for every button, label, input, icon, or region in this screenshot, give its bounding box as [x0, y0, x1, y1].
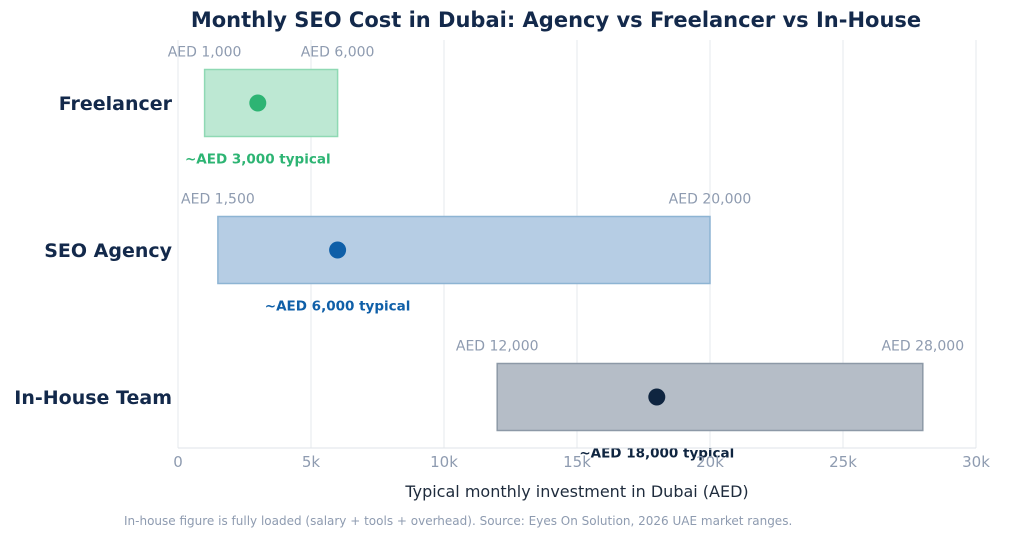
- typical-point: [648, 388, 666, 406]
- x-axis: 0 5k 10k 15k 20k 25k 30k: [173, 447, 990, 471]
- range-min-label: AED 1,500: [181, 192, 255, 208]
- range-max-label: AED 28,000: [881, 339, 964, 355]
- typical-point: [329, 241, 347, 259]
- typical-point: [249, 94, 267, 112]
- range-min-label: AED 1,000: [168, 45, 242, 61]
- range-row: Freelancer AED 1,000 AED 6,000 ~AED 3,000 t…: [59, 45, 375, 168]
- range-max-label: AED 6,000: [301, 45, 375, 61]
- x-tick-label: 10k: [430, 453, 458, 471]
- range-bar: [217, 215, 711, 285]
- category-label: SEO Agency: [44, 240, 172, 262]
- range-bar: [203, 68, 339, 138]
- x-tick-label: 15k: [563, 453, 591, 471]
- category-label: In-House Team: [14, 387, 172, 409]
- footnote: In-house figure is fully loaded (salary …: [124, 514, 792, 528]
- range-bar: [496, 362, 924, 432]
- range-row: In-House Team AED 12,000 AED 28,000 ~AED 18…: [14, 339, 964, 462]
- range-row: SEO Agency AED 1,500 AED 20,000 ~AED 6,000 …: [44, 192, 751, 315]
- typical-label: ~AED 3,000 typical: [185, 152, 331, 168]
- chart-title: Monthly SEO Cost in Dubai: Agency vs Fre…: [191, 8, 921, 32]
- x-tick-label: 25k: [829, 453, 857, 471]
- x-axis-label: Typical monthly investment in Dubai (AED…: [404, 482, 748, 501]
- x-tick-label: 5k: [302, 453, 321, 471]
- category-label: Freelancer: [59, 93, 173, 115]
- x-tick-label: 0: [173, 453, 183, 471]
- bars: Freelancer AED 1,000 AED 6,000 ~AED 3,000 t…: [14, 45, 964, 462]
- range-max-label: AED 20,000: [669, 192, 752, 208]
- typical-label: ~AED 18,000 typical: [579, 446, 734, 462]
- typical-label: ~AED 6,000 typical: [265, 299, 411, 315]
- range-min-label: AED 12,000: [456, 339, 539, 355]
- x-tick-label: 20k: [696, 453, 724, 471]
- x-tick-label: 30k: [962, 453, 990, 471]
